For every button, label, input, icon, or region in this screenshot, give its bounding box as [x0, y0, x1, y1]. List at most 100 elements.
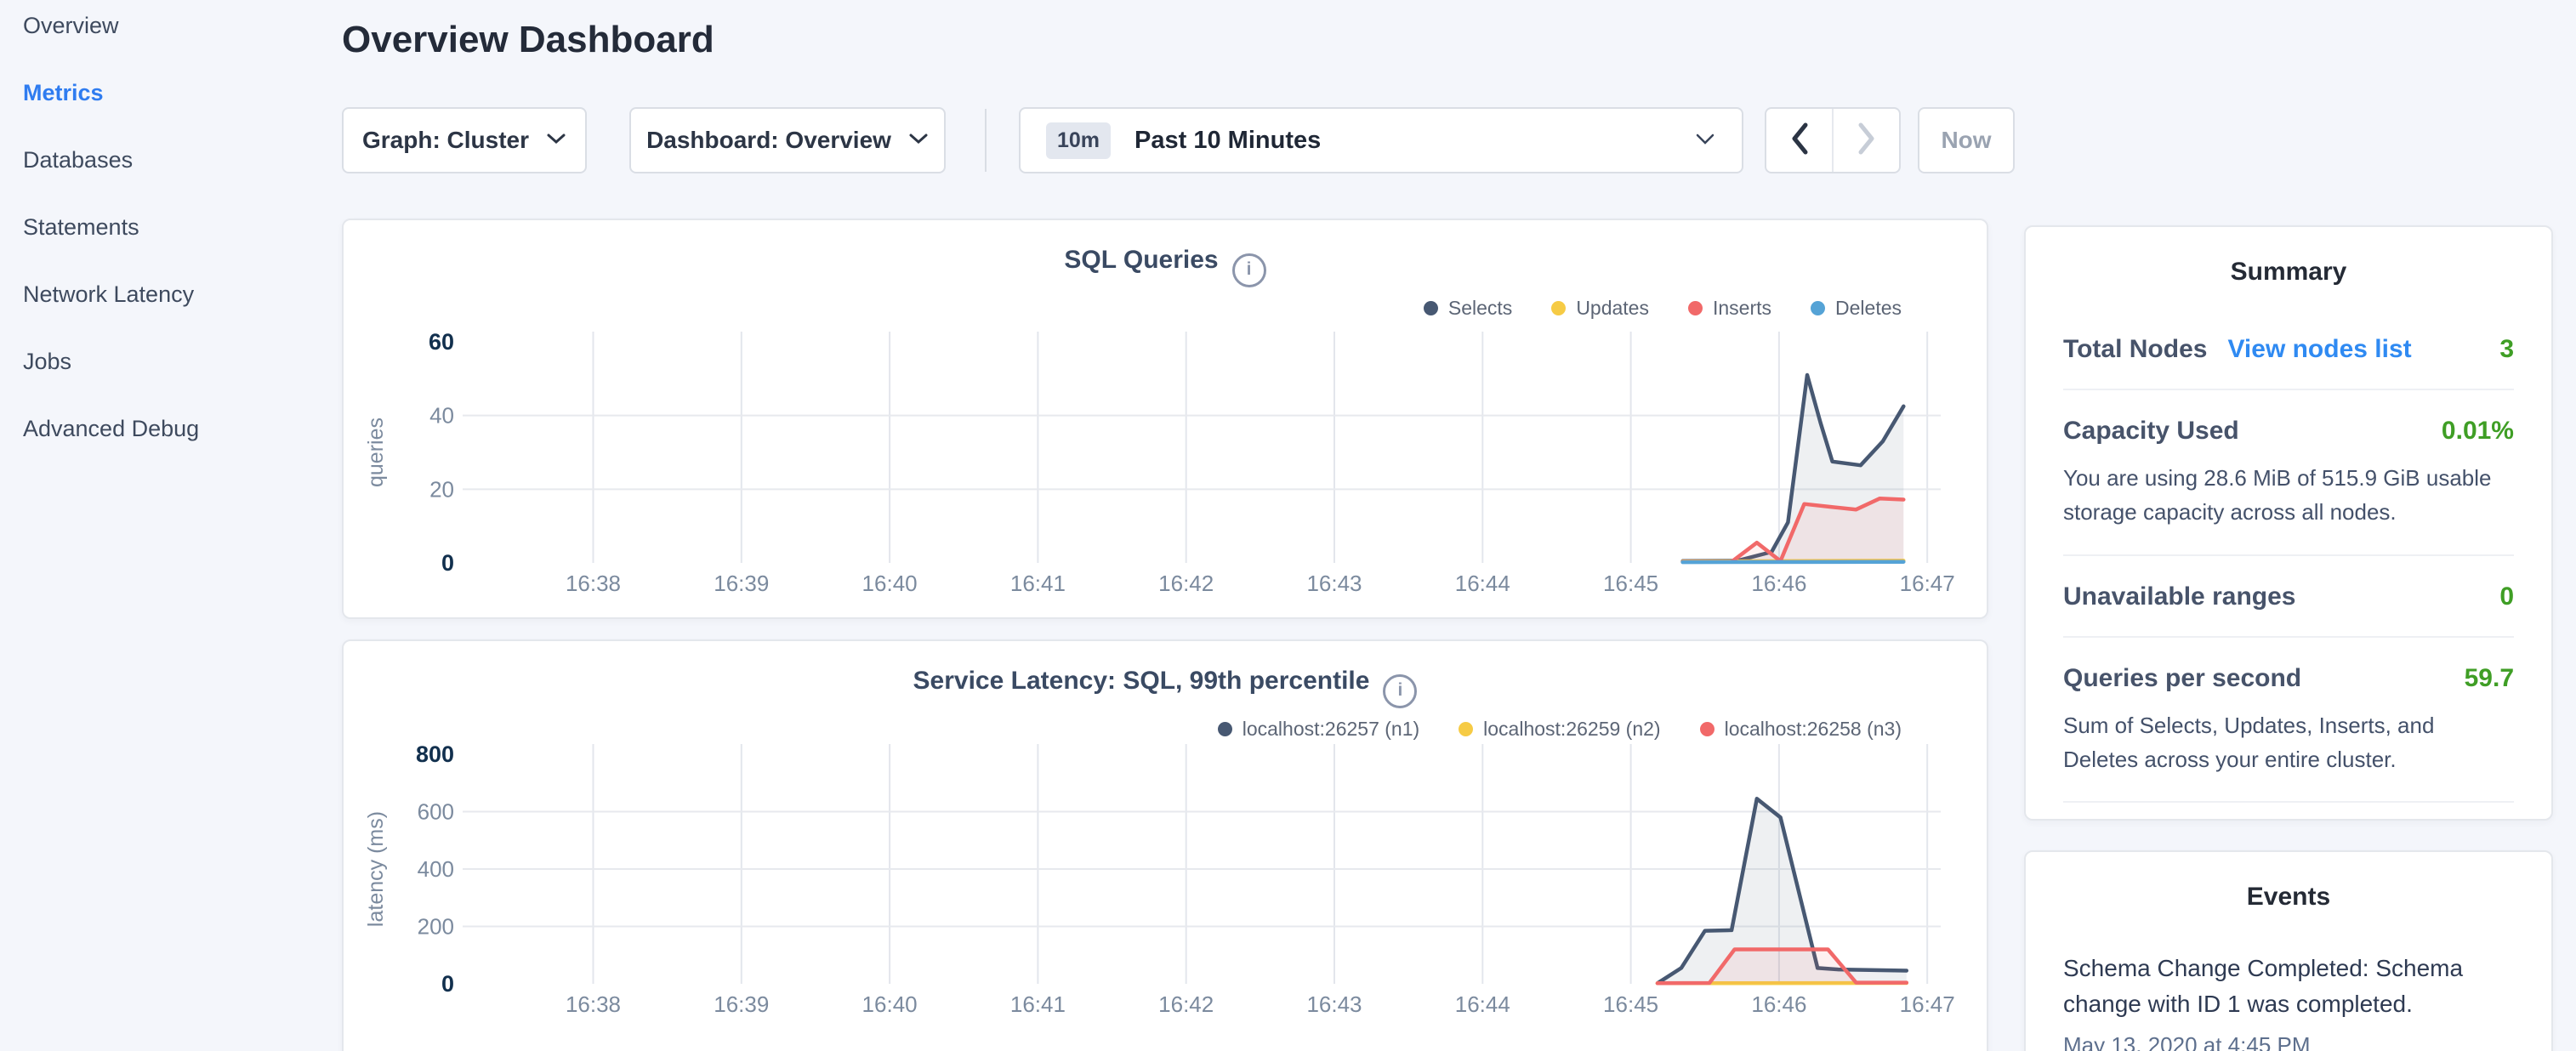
legend-item-label: localhost:26258 (n3) — [1725, 718, 1902, 741]
sidebar-item-advanced-debug[interactable]: Advanced Debug — [23, 417, 321, 440]
svg-text:60: 60 — [429, 329, 454, 355]
legend-dot-icon — [1459, 722, 1473, 736]
legend-dot-icon — [1424, 301, 1438, 315]
dashboard-selector-dropdown[interactable]: Dashboard: Overview — [629, 107, 946, 173]
view-nodes-list-link[interactable]: View nodes list — [2227, 335, 2411, 364]
time-range-label: Past 10 Minutes — [1134, 127, 1694, 155]
now-button[interactable]: Now — [1918, 107, 2015, 173]
sidebar-item-overview[interactable]: Overview — [23, 14, 321, 37]
info-icon[interactable]: i — [1383, 674, 1417, 708]
svg-text:16:38: 16:38 — [566, 571, 621, 596]
svg-text:16:47: 16:47 — [1900, 991, 1955, 1017]
graph-selector-dropdown[interactable]: Graph: Cluster — [342, 107, 587, 173]
time-range-badge: 10m — [1046, 122, 1111, 159]
sidebar-item-metrics[interactable]: Metrics — [23, 81, 321, 105]
svg-text:queries: queries — [364, 418, 388, 487]
chevron-down-icon — [908, 133, 929, 149]
service-latency-plot: 16:3816:3916:4016:4116:4216:4316:4416:45… — [344, 741, 1987, 1035]
legend-item[interactable]: Updates — [1551, 297, 1649, 320]
event-timestamp: May 13, 2020 at 4:45 PM — [2063, 1032, 2514, 1051]
chevron-left-icon — [1788, 121, 1811, 161]
svg-text:16:44: 16:44 — [1455, 991, 1510, 1017]
svg-text:16:42: 16:42 — [1158, 991, 1214, 1017]
legend-item-label: localhost:26259 (n2) — [1483, 718, 1660, 741]
svg-text:16:45: 16:45 — [1603, 991, 1658, 1017]
svg-text:0: 0 — [441, 550, 454, 576]
time-step-button-group — [1765, 107, 1901, 173]
events-title: Events — [2063, 852, 2514, 912]
chart-title: Service Latency: SQL, 99th percentile i — [344, 667, 1987, 708]
chevron-right-icon — [1856, 121, 1878, 161]
summary-row-value: 0.01% — [2442, 417, 2514, 446]
toolbar-divider — [985, 109, 987, 172]
svg-text:16:42: 16:42 — [1158, 571, 1214, 596]
svg-text:40: 40 — [429, 403, 454, 429]
svg-text:800: 800 — [416, 741, 454, 767]
summary-row-value: 59.7 — [2465, 664, 2514, 693]
svg-text:latency (ms): latency (ms) — [364, 811, 388, 927]
graph-selector-label: Graph: Cluster — [362, 127, 529, 154]
time-step-back-button[interactable] — [1766, 109, 1832, 172]
svg-text:16:47: 16:47 — [1900, 571, 1955, 596]
chart-title-text: SQL Queries — [1064, 246, 1218, 274]
events-list: Schema Change Completed: Schema change w… — [2063, 951, 2514, 1051]
service-latency-chart-card: Service Latency: SQL, 99th percentile i l… — [342, 639, 1988, 1051]
chart-title-text: Service Latency: SQL, 99th percentile — [913, 667, 1370, 695]
svg-text:20: 20 — [429, 476, 454, 502]
svg-text:16:41: 16:41 — [1010, 571, 1066, 596]
summary-row-label: Queries per second — [2063, 664, 2301, 693]
svg-text:16:39: 16:39 — [714, 571, 769, 596]
sidebar-item-statements[interactable]: Statements — [23, 215, 321, 239]
summary-row: Queries per second59.7Sum of Selects, Up… — [2063, 638, 2514, 804]
summary-row: Unavailable ranges 0 — [2063, 556, 2514, 638]
svg-text:16:45: 16:45 — [1603, 571, 1658, 596]
legend-item-label: Inserts — [1713, 297, 1771, 320]
legend-item[interactable]: Deletes — [1811, 297, 1902, 320]
sidebar-item-jobs[interactable]: Jobs — [23, 349, 321, 373]
legend-item-label: Selects — [1448, 297, 1512, 320]
legend-dot-icon — [1688, 301, 1703, 315]
chart-legend: localhost:26257 (n1) localhost:26259 (n2)… — [1218, 718, 1902, 741]
legend-item[interactable]: localhost:26257 (n1) — [1218, 718, 1419, 741]
dashboard-selector-label: Dashboard: Overview — [646, 127, 891, 154]
chart-title: SQL Queries i — [344, 246, 1987, 287]
time-step-forward-button[interactable] — [1832, 109, 1899, 172]
event-message: Schema Change Completed: Schema change w… — [2063, 951, 2514, 1022]
sidebar-item-network-latency[interactable]: Network Latency — [23, 282, 321, 306]
svg-text:0: 0 — [441, 971, 454, 997]
legend-item[interactable]: localhost:26258 (n3) — [1700, 718, 1902, 741]
summary-row-value: 0 — [2499, 582, 2514, 611]
legend-item-label: Updates — [1576, 297, 1649, 320]
sidebar: Overview Metrics Databases Statements Networ… — [23, 14, 321, 440]
svg-text:16:43: 16:43 — [1306, 571, 1362, 596]
chevron-down-icon — [546, 133, 566, 149]
chevron-down-icon — [1694, 132, 1716, 150]
legend-dot-icon — [1811, 301, 1825, 315]
svg-text:16:39: 16:39 — [714, 991, 769, 1017]
sql-queries-chart-card: SQL Queries i Selects Updates Inserts Delete… — [342, 219, 1988, 619]
legend-dot-icon — [1551, 301, 1566, 315]
now-button-label: Now — [1941, 127, 1991, 154]
svg-text:16:46: 16:46 — [1751, 991, 1806, 1017]
legend-item-label: Deletes — [1835, 297, 1902, 320]
summary-row-description: You are using 28.6 MiB of 515.9 GiB usab… — [2063, 461, 2514, 530]
svg-text:16:46: 16:46 — [1751, 571, 1806, 596]
app-root: Overview Metrics Databases Statements Networ… — [0, 0, 2576, 1051]
svg-text:16:43: 16:43 — [1306, 991, 1362, 1017]
legend-item[interactable]: Inserts — [1688, 297, 1771, 320]
legend-item[interactable]: localhost:26259 (n2) — [1459, 718, 1660, 741]
legend-item[interactable]: Selects — [1424, 297, 1512, 320]
summary-row-label: Unavailable ranges — [2063, 582, 2295, 611]
summary-rows: Total NodesView nodes list3Capacity Used… — [2063, 309, 2514, 821]
summary-row: P99 latency46.1 ms — [2063, 803, 2514, 821]
legend-dot-icon — [1700, 722, 1714, 736]
svg-text:16:44: 16:44 — [1455, 571, 1510, 596]
time-range-dropdown[interactable]: 10m Past 10 Minutes — [1019, 107, 1743, 173]
legend-dot-icon — [1218, 722, 1232, 736]
events-panel: Events Schema Change Completed: Schema c… — [2024, 850, 2553, 1051]
legend-item-label: localhost:26257 (n1) — [1243, 718, 1419, 741]
svg-text:16:40: 16:40 — [862, 571, 918, 596]
summary-row-value: 3 — [2499, 335, 2514, 364]
sidebar-item-databases[interactable]: Databases — [23, 148, 321, 172]
info-icon[interactable]: i — [1232, 253, 1266, 287]
